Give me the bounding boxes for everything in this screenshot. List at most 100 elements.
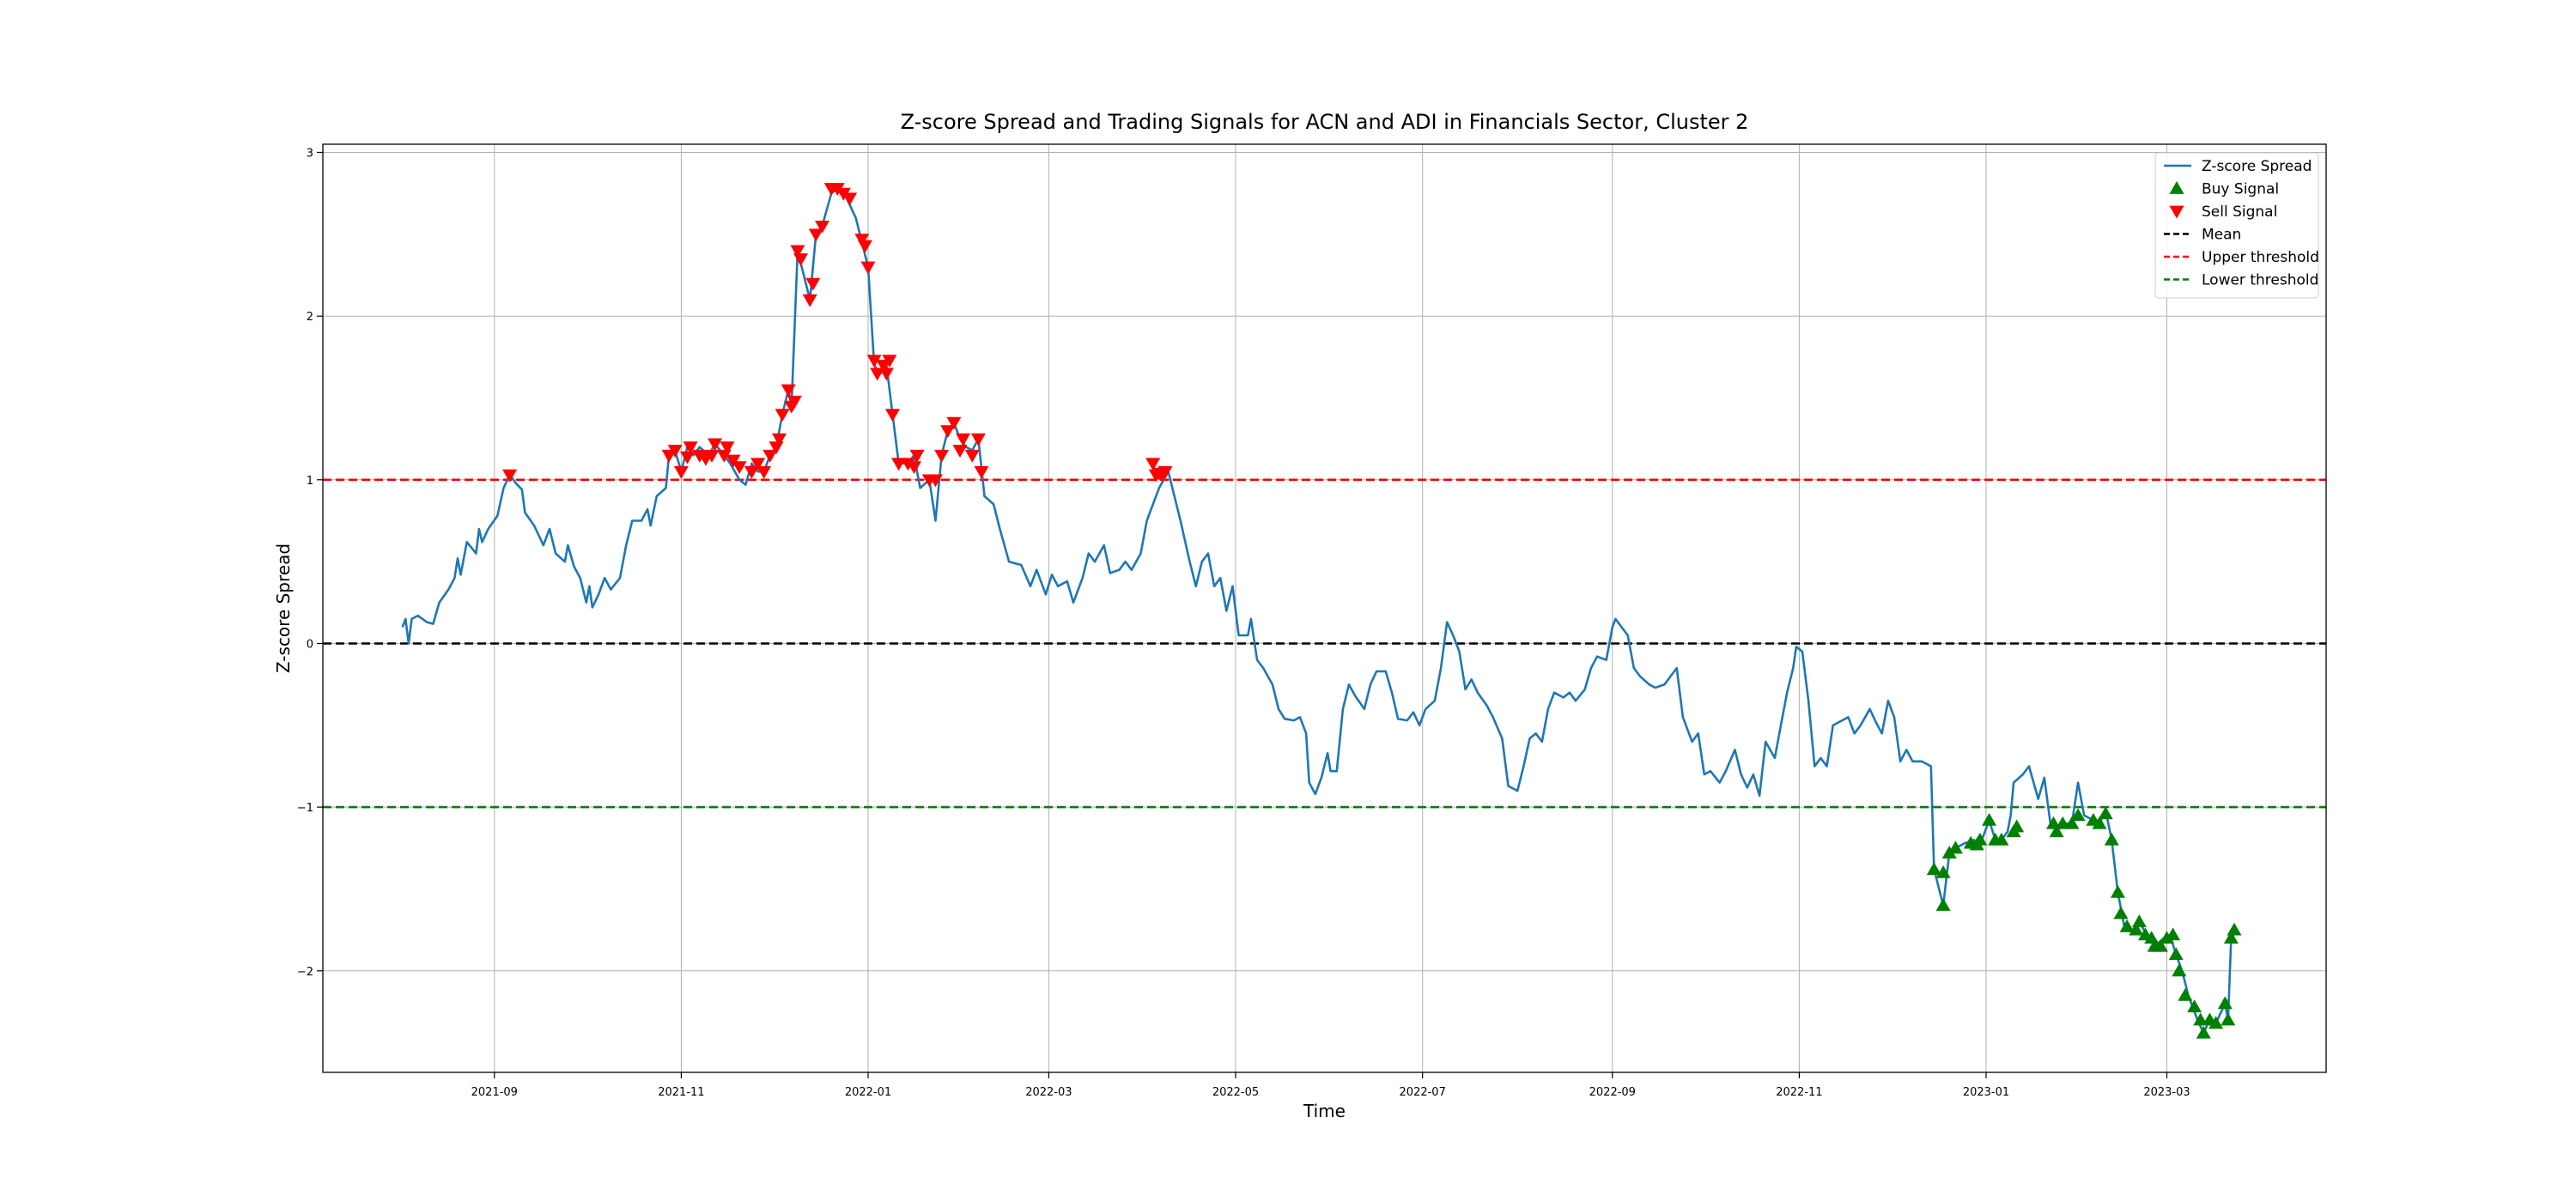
buy-signal-marker: [2129, 922, 2144, 936]
grid: [323, 144, 2326, 1072]
sell-signal-marker: [815, 221, 829, 234]
sell-signal-marker: [775, 409, 790, 422]
sell-signal-marker: [854, 234, 870, 247]
y-tick-label: 0: [307, 639, 313, 652]
x-tick-label: 2022-05: [1212, 1086, 1259, 1099]
sell-signal-marker: [934, 449, 950, 463]
chart-title: Z-score Spread and Trading Signals for A…: [901, 110, 1749, 134]
buy-signal-marker: [1935, 865, 1951, 878]
sell-signal-marker: [732, 461, 747, 475]
sell-signal-marker: [667, 445, 683, 458]
x-tick-label: 2022-01: [845, 1086, 891, 1099]
sell-signal-marker: [882, 355, 897, 368]
zscore-spread-line: [401, 187, 2239, 1035]
y-tick-label: 1: [307, 475, 313, 488]
x-tick-label: 2022-03: [1025, 1086, 1072, 1099]
sell-signal-marker: [964, 449, 980, 463]
buy-signal-marker: [1969, 837, 1984, 851]
y-tick-label: 3: [307, 148, 313, 161]
sell-signal-marker: [928, 474, 943, 488]
sell-signal-marker: [970, 433, 986, 446]
sell-signal-marker: [756, 465, 772, 479]
sell-signal-marker: [900, 458, 915, 471]
buy-signal-marker: [2221, 1012, 2236, 1026]
zscore-spread-series: [401, 187, 2239, 1035]
buy-signal-marker: [1982, 812, 1997, 826]
sell-signal-marker: [680, 451, 695, 464]
sell-signal-marker: [790, 245, 805, 258]
buy-signal-marker: [2049, 824, 2064, 838]
sell-signal-marker: [860, 261, 876, 275]
buy-signal-marker: [2009, 819, 2025, 833]
x-tick-label: 2021-11: [658, 1086, 704, 1099]
y-tick-label: −2: [297, 966, 313, 979]
buy-signal-marker: [1926, 862, 1941, 875]
buy-signal-marker: [2064, 816, 2080, 829]
plot-frame: [322, 143, 2327, 1073]
buy-signal-series: [1926, 806, 2242, 1039]
buy-signal-marker: [2223, 931, 2239, 944]
legend-label-mean: Mean: [2202, 227, 2241, 244]
x-tick-label: 2023-03: [2143, 1086, 2190, 1099]
sell-signal-marker: [704, 449, 720, 463]
x-tick-label: 2023-01: [1963, 1086, 2009, 1099]
legend-box: [2154, 152, 2319, 299]
buy-signal-marker: [2131, 914, 2147, 927]
y-tick-label: 2: [307, 311, 313, 324]
x-tick-label: 2022-07: [1400, 1086, 1446, 1099]
sell-signal-marker: [787, 395, 802, 409]
legend-label-sell-signal: Sell Signal: [2202, 203, 2277, 221]
buy-signal-marker: [2187, 999, 2202, 1013]
sell-signal-marker: [726, 454, 741, 468]
sell-signal-marker: [781, 384, 796, 398]
legend-swatch-sell-signal: [2169, 205, 2184, 219]
buy-signal-marker: [2104, 832, 2119, 846]
sell-signal-marker: [720, 441, 735, 455]
x-axis-title: Time: [1303, 1101, 1346, 1121]
sell-signal-marker: [857, 240, 872, 253]
buy-signal-marker: [2168, 947, 2184, 961]
buy-signal-marker: [2110, 884, 2125, 898]
sell-signal-marker: [683, 441, 698, 455]
sell-signal-marker: [805, 277, 821, 291]
buy-signal-marker: [2172, 963, 2187, 977]
legend-label-upper-threshold: Upper threshold: [2202, 249, 2319, 266]
buy-signal-marker: [2193, 1012, 2208, 1026]
x-tick-label: 2021-09: [471, 1086, 518, 1099]
buy-signal-marker: [2098, 806, 2113, 820]
buy-signal-marker: [2178, 987, 2193, 1001]
sell-signal-marker: [692, 449, 708, 463]
sell-signal-marker: [940, 425, 956, 439]
buy-signal-marker: [2153, 938, 2168, 952]
sell-signal-marker: [891, 458, 907, 471]
legend-label-z-score-spread: Z-score Spread: [2202, 158, 2312, 175]
sell-signal-marker: [909, 449, 925, 463]
sell-signal-marker: [802, 294, 817, 307]
sell-signal-marker: [1157, 465, 1173, 479]
buy-signal-marker: [2119, 919, 2135, 932]
legend-label-buy-signal: Buy Signal: [2202, 181, 2279, 198]
buy-signal-marker: [2166, 927, 2181, 941]
buy-signal-marker: [2092, 816, 2107, 829]
sell-signal-marker: [885, 409, 900, 422]
buy-signal-marker: [2217, 996, 2233, 1010]
buy-signal-marker: [2208, 1016, 2224, 1029]
legend-label-lower-threshold: Lower threshold: [2202, 272, 2318, 289]
sell-signal-marker: [974, 465, 989, 479]
threshold-lines: [323, 478, 2326, 809]
sell-signal-marker: [708, 438, 723, 452]
buy-signal-marker: [2113, 906, 2129, 920]
y-axis-title: Z-score Spread: [273, 543, 294, 673]
sell-signal-series: [502, 183, 1173, 488]
sell-signal-marker: [946, 416, 962, 430]
buy-signal-marker: [2055, 816, 2070, 829]
sell-signal-marker: [956, 433, 971, 446]
sell-signal-marker: [907, 461, 921, 475]
legend: Z-score Spread Buy Signal Sell Signal Mean U…: [2154, 152, 2319, 299]
sell-signal-marker: [750, 458, 766, 471]
buy-signal-marker: [1935, 898, 1951, 911]
sell-signal-marker: [866, 355, 882, 368]
sell-signal-marker: [673, 465, 689, 479]
sell-signal-marker: [762, 449, 778, 463]
